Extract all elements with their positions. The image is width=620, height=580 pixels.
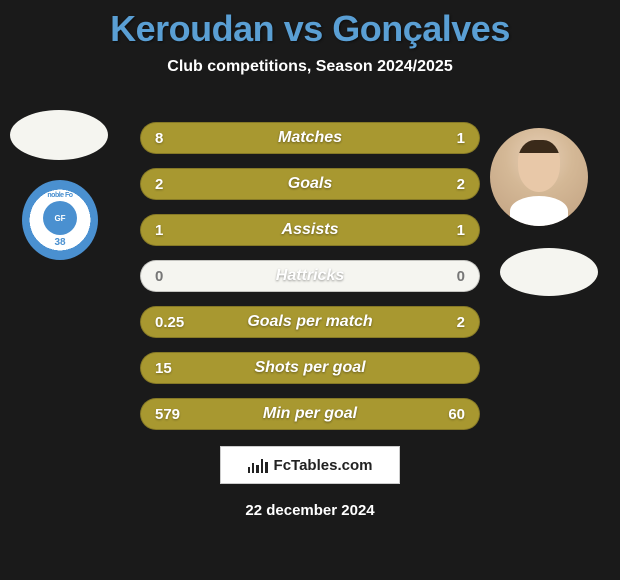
stat-label: Hattricks <box>276 267 344 285</box>
chart-icon <box>248 457 268 473</box>
stat-row-goals: 2 Goals 2 <box>140 168 480 200</box>
stat-value-left: 0.25 <box>155 314 184 331</box>
player2-name: Gonçalves <box>332 8 510 49</box>
club-left-number: 38 <box>54 237 65 248</box>
stat-value-right: 0 <box>457 268 465 285</box>
stat-row-matches: 8 Matches 1 <box>140 122 480 154</box>
club-left-logo: noble Fo GF 38 <box>22 180 98 260</box>
stat-label: Goals <box>288 175 332 193</box>
stat-value-right: 60 <box>448 406 465 423</box>
stats-container: 8 Matches 1 2 Goals 2 1 Assists 1 0 Hattricks 0 0.25… <box>140 122 480 444</box>
club-left-initials: GF <box>43 201 77 235</box>
footer-logo[interactable]: FcTables.com <box>220 446 400 484</box>
stat-value-left: 0 <box>155 268 163 285</box>
club-right-logo <box>500 248 598 296</box>
title-container: Keroudan vs Gonçalves <box>0 0 620 50</box>
stat-value-left: 1 <box>155 222 163 239</box>
stat-label: Min per goal <box>263 405 357 423</box>
stat-value-right: 2 <box>457 176 465 193</box>
vs-text: vs <box>284 8 323 49</box>
stat-label: Shots per goal <box>254 359 365 377</box>
stat-row-goals-per-match: 0.25 Goals per match 2 <box>140 306 480 338</box>
player-right-jersey <box>510 196 568 226</box>
stat-row-min-per-goal: 579 Min per goal 60 <box>140 398 480 430</box>
stat-value-right: 1 <box>457 130 465 147</box>
stat-label: Assists <box>282 221 339 239</box>
stat-label: Matches <box>278 129 342 147</box>
stat-row-shots-per-goal: 15 Shots per goal <box>140 352 480 384</box>
footer-date: 22 december 2024 <box>245 502 374 519</box>
stat-value-left: 579 <box>155 406 180 423</box>
stat-value-left: 8 <box>155 130 163 147</box>
stat-row-assists: 1 Assists 1 <box>140 214 480 246</box>
stat-value-right: 2 <box>457 314 465 331</box>
stat-value-right: 1 <box>457 222 465 239</box>
player1-name: Keroudan <box>110 8 274 49</box>
player-right-avatar <box>490 128 588 226</box>
player-right-face <box>518 140 560 192</box>
stat-value-left: 15 <box>155 360 172 377</box>
player-left-avatar <box>10 110 108 160</box>
stat-label: Goals per match <box>247 313 372 331</box>
page-title: Keroudan vs Gonçalves <box>0 8 620 50</box>
stat-value-left: 2 <box>155 176 163 193</box>
subtitle: Club competitions, Season 2024/2025 <box>0 58 620 76</box>
club-left-top-text: noble Fo <box>47 192 72 199</box>
stat-row-hattricks: 0 Hattricks 0 <box>140 260 480 292</box>
footer-logo-text: FcTables.com <box>274 457 373 474</box>
